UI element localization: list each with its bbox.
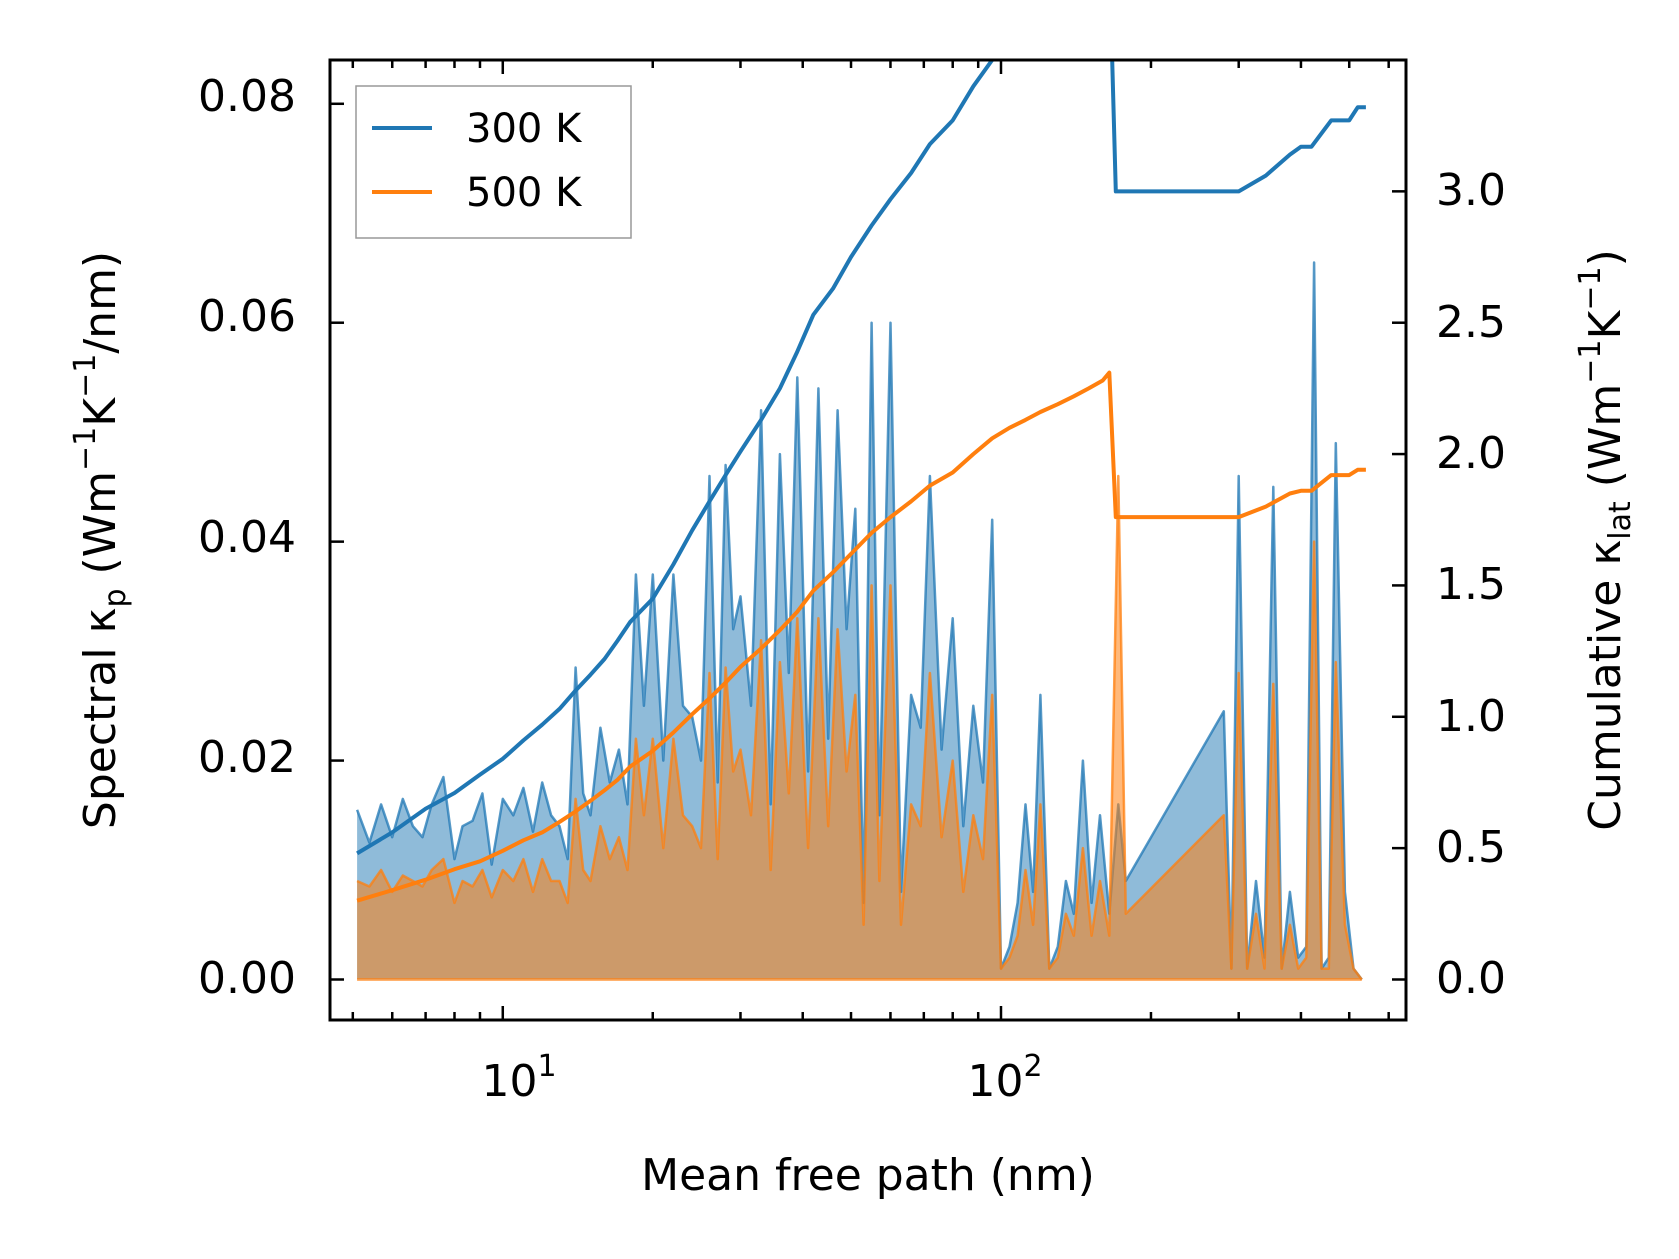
legend-label-500k: 500 K [466, 170, 583, 216]
plot-frame [328, 58, 1408, 1022]
legend-box [355, 85, 632, 239]
y-left-tick-label: 0.06 [198, 291, 296, 342]
y-right-tick-label: 0.0 [1436, 953, 1506, 1004]
y-left-axis-label: Spectral κp (Wm−1K−1/nm) [68, 251, 133, 829]
x-tick-label-100: 102 [967, 1049, 1042, 1107]
cumulative-500k-line [356, 370, 1366, 903]
y-right-tick-label: 2.0 [1436, 428, 1506, 479]
y-right-tick-label: 3.0 [1436, 165, 1506, 216]
y-left-tick-label: 0.02 [198, 732, 296, 783]
x-tick-label-10: 101 [481, 1049, 556, 1107]
spectral-500k-edge [356, 474, 1363, 981]
spectral-500k-area [357, 476, 1362, 980]
y-left-tick-label: 0.08 [198, 71, 296, 122]
y-right-axis-label: Cumulative κlat (Wm−1K−1) [1573, 249, 1638, 831]
y-left-tick-label: 0.04 [198, 512, 296, 563]
axis-ticks [330, 60, 1406, 1020]
legend-label-300k: 300 K [466, 106, 583, 152]
y-right-tick-label: 0.5 [1436, 822, 1506, 873]
x-axis-label: Mean free path (nm) [641, 1150, 1095, 1201]
y-right-tick-label: 1.5 [1436, 559, 1506, 610]
y-right-tick-label: 2.5 [1436, 297, 1506, 348]
spectral-300k-area [357, 262, 1362, 980]
spectral-fills [355, 261, 1363, 981]
series-lines [356, 60, 1366, 903]
y-left-tick-label: 0.00 [198, 953, 296, 1004]
legend: 300 K 500 K [355, 85, 632, 239]
y-right-tick-label: 1.0 [1436, 691, 1506, 742]
cumulative-300k-line [356, 60, 1366, 856]
